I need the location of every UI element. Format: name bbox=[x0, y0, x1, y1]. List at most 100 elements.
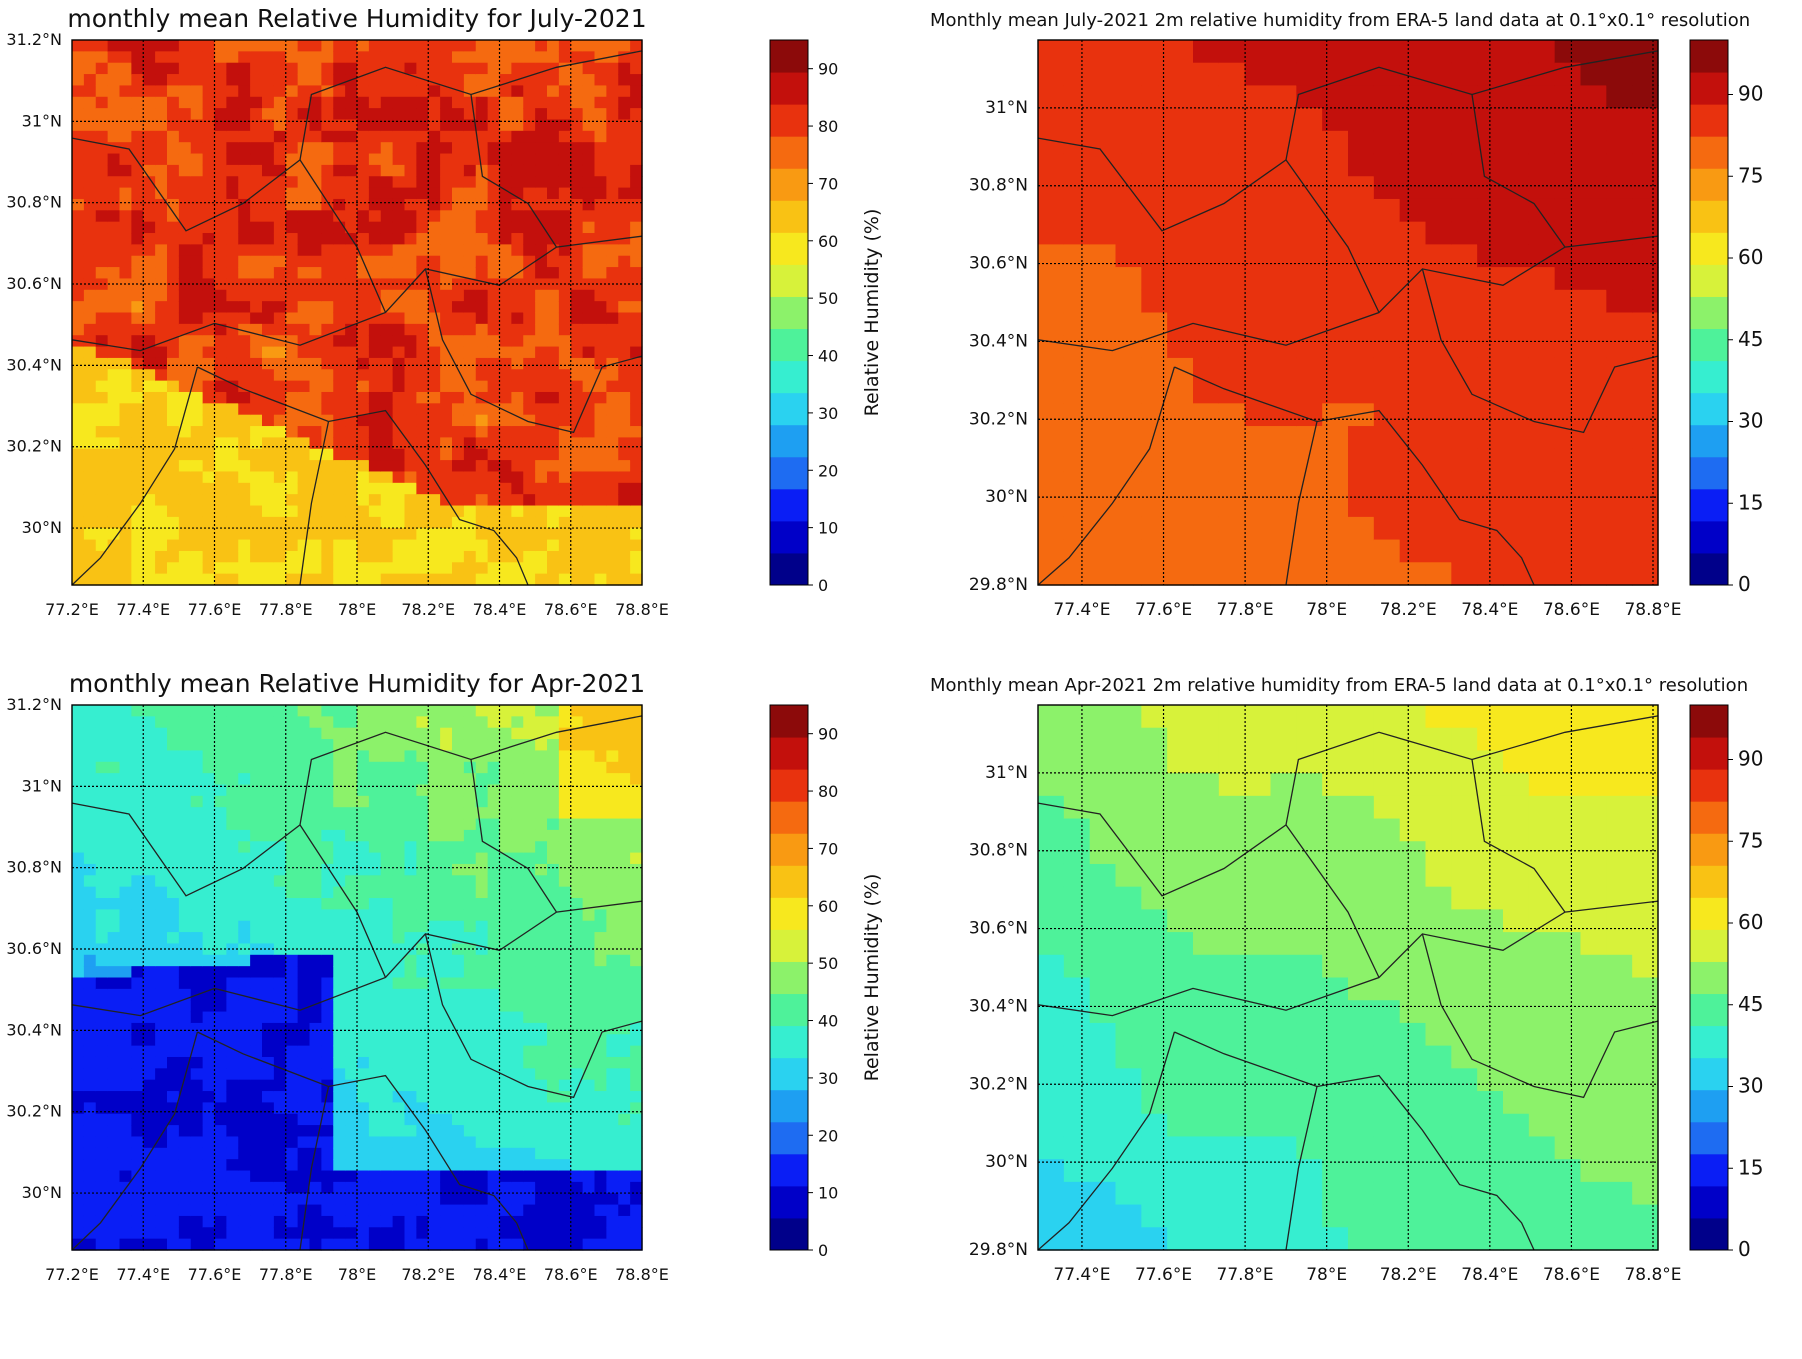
humidity-cell bbox=[83, 1068, 97, 1081]
humidity-cell bbox=[143, 1181, 156, 1194]
humidity-cell bbox=[238, 346, 251, 359]
humidity-cell bbox=[368, 357, 382, 370]
humidity-cell bbox=[618, 130, 631, 143]
humidity-cell bbox=[487, 1204, 501, 1217]
humidity-cell bbox=[368, 539, 382, 552]
humidity-cell bbox=[238, 1215, 251, 1228]
humidity-cell bbox=[392, 1170, 406, 1183]
lat-tick-label: 30.6°N bbox=[969, 254, 1028, 274]
humidity-cell bbox=[297, 1238, 311, 1251]
humidity-cell bbox=[214, 153, 227, 166]
humidity-cell bbox=[1322, 448, 1349, 473]
humidity-cell bbox=[487, 221, 501, 234]
humidity-cell bbox=[440, 920, 453, 933]
humidity-cell bbox=[238, 1079, 251, 1092]
humidity-cell bbox=[262, 1113, 275, 1126]
humidity-cell bbox=[119, 414, 132, 427]
humidity-cell bbox=[1038, 130, 1065, 155]
humidity-cell bbox=[143, 1159, 156, 1172]
humidity-cell bbox=[273, 909, 287, 922]
humidity-cell bbox=[178, 40, 192, 52]
humidity-cell bbox=[273, 221, 287, 234]
humidity-cell bbox=[72, 74, 85, 87]
humidity-cell bbox=[238, 1034, 251, 1047]
humidity-cell bbox=[1115, 426, 1142, 450]
humidity-cell bbox=[119, 482, 132, 495]
humidity-cell bbox=[1606, 130, 1633, 155]
humidity-cell bbox=[1167, 153, 1194, 177]
humidity-cell bbox=[487, 323, 501, 336]
humidity-cell bbox=[309, 335, 322, 348]
humidity-cell bbox=[214, 1022, 227, 1035]
humidity-cell bbox=[463, 460, 477, 473]
humidity-cell bbox=[475, 1159, 489, 1172]
humidity-cell bbox=[297, 886, 311, 899]
humidity-cell bbox=[440, 187, 453, 200]
humidity-cell bbox=[72, 357, 85, 370]
humidity-cell bbox=[392, 505, 406, 518]
humidity-cell bbox=[190, 346, 204, 359]
humidity-cell bbox=[404, 369, 417, 382]
humidity-cell bbox=[143, 426, 156, 438]
humidity-cell bbox=[1399, 153, 1427, 177]
humidity-cell bbox=[285, 739, 299, 752]
humidity-cell bbox=[475, 784, 489, 797]
humidity-cell bbox=[452, 795, 465, 808]
humidity-cell bbox=[190, 750, 204, 763]
humidity-cell bbox=[333, 471, 346, 484]
humidity-cell bbox=[1632, 221, 1659, 245]
humidity-cell bbox=[368, 966, 382, 979]
humidity-cell bbox=[345, 335, 358, 348]
humidity-cell bbox=[499, 807, 512, 820]
humidity-cell bbox=[380, 773, 394, 786]
humidity-cell bbox=[297, 119, 311, 132]
humidity-cell bbox=[262, 96, 275, 109]
humidity-cell bbox=[226, 795, 239, 808]
humidity-cell bbox=[273, 739, 287, 752]
humidity-cell bbox=[202, 841, 216, 854]
humidity-cell bbox=[1528, 380, 1556, 404]
humidity-cell bbox=[618, 482, 631, 495]
humidity-cell bbox=[428, 471, 441, 484]
humidity-cell bbox=[511, 898, 524, 910]
humidity-cell bbox=[285, 829, 299, 842]
humidity-cell bbox=[285, 573, 299, 586]
humidity-cell bbox=[618, 494, 631, 507]
humidity-cell bbox=[380, 573, 394, 586]
humidity-cell bbox=[368, 51, 382, 64]
humidity-cell bbox=[345, 977, 358, 990]
humidity-cell bbox=[214, 1102, 227, 1115]
colorbar-tick-label: 75 bbox=[1738, 163, 1763, 187]
humidity-cell bbox=[463, 244, 477, 257]
humidity-cell bbox=[285, 528, 299, 541]
humidity-cell bbox=[83, 403, 97, 416]
humidity-cell bbox=[285, 187, 299, 200]
humidity-cell bbox=[345, 1125, 358, 1138]
humidity-cell bbox=[1373, 380, 1401, 404]
humidity-cell bbox=[178, 1170, 192, 1183]
humidity-cell bbox=[1322, 471, 1349, 495]
humidity-cell bbox=[238, 841, 251, 854]
humidity-cell bbox=[250, 898, 263, 910]
humidity-cell bbox=[475, 233, 489, 245]
humidity-cell bbox=[523, 289, 536, 302]
humidity-cell bbox=[250, 1159, 263, 1172]
humidity-cell bbox=[380, 108, 394, 121]
humidity-cell bbox=[95, 1215, 109, 1228]
humidity-cell bbox=[1296, 108, 1323, 132]
humidity-cell bbox=[238, 1204, 251, 1217]
humidity-cell bbox=[1580, 312, 1607, 336]
humidity-cell bbox=[273, 539, 287, 552]
humidity-cell bbox=[547, 346, 560, 359]
humidity-cell bbox=[262, 1193, 275, 1206]
humidity-cell bbox=[357, 852, 370, 865]
humidity-cell bbox=[250, 1238, 263, 1251]
lon-tick-label: 77.4°E bbox=[1053, 600, 1110, 620]
humidity-cell bbox=[463, 1022, 477, 1035]
humidity-cell bbox=[190, 482, 204, 495]
humidity-cell bbox=[83, 369, 97, 382]
humidity-cell bbox=[119, 539, 132, 552]
humidity-cell bbox=[285, 391, 299, 404]
humidity-cell bbox=[190, 505, 204, 518]
humidity-cell bbox=[321, 932, 334, 945]
